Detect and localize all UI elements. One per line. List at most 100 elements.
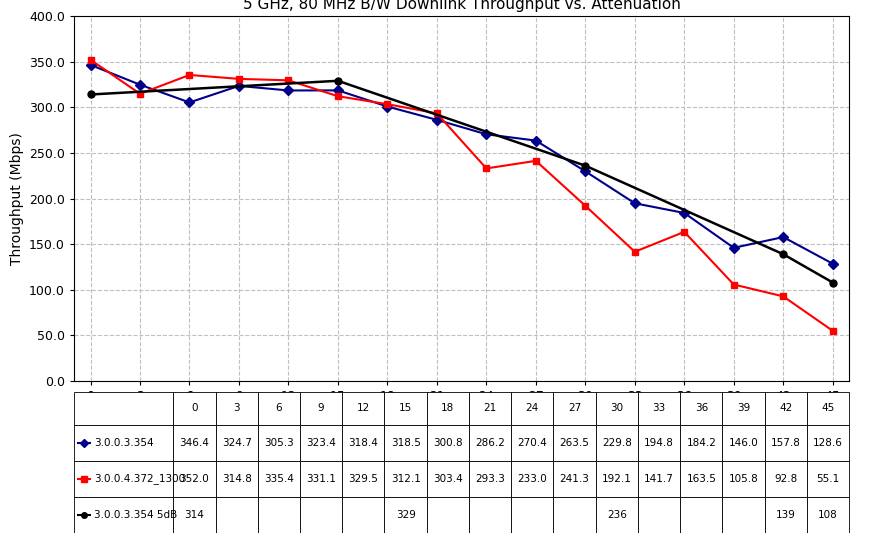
Bar	[74, 461, 173, 497]
Bar	[384, 392, 427, 425]
Y-axis label: Throughput (Mbps): Throughput (Mbps)	[10, 132, 24, 265]
Bar	[680, 497, 722, 533]
3.0.0.4.372_1300	[778, 293, 788, 300]
Bar	[384, 497, 427, 533]
Bar	[215, 392, 258, 425]
Text: 229.8: 229.8	[602, 438, 631, 448]
3.0.0.4.372_1300	[481, 165, 491, 172]
Bar	[596, 497, 638, 533]
Text: 352.0: 352.0	[179, 474, 209, 484]
Bar	[300, 461, 342, 497]
3.0.0.3.354 5dB	[778, 251, 788, 257]
Text: 163.5: 163.5	[686, 474, 716, 484]
Bar	[722, 425, 765, 461]
3.0.0.3.354	[630, 200, 640, 206]
Bar	[722, 392, 765, 425]
3.0.0.3.354	[530, 138, 541, 144]
Bar	[680, 425, 722, 461]
Bar	[553, 461, 596, 497]
Bar	[173, 497, 215, 533]
Bar	[300, 497, 342, 533]
Text: 236: 236	[607, 510, 627, 520]
Bar	[638, 392, 680, 425]
3.0.0.3.354	[333, 87, 343, 94]
3.0.0.3.354	[827, 261, 838, 267]
3.0.0.3.354	[580, 168, 591, 174]
3.0.0.4.372_1300	[728, 281, 739, 288]
Bar	[553, 392, 596, 425]
3.0.0.3.354	[432, 117, 442, 123]
3.0.0.4.372_1300	[827, 328, 838, 334]
Text: 3.0.0.3.354: 3.0.0.3.354	[94, 438, 154, 448]
Text: 312.1: 312.1	[391, 474, 421, 484]
Text: 300.8: 300.8	[433, 438, 463, 448]
3.0.0.3.354 5dB	[85, 91, 96, 98]
Text: 331.1: 331.1	[307, 474, 336, 484]
Text: 33: 33	[652, 403, 665, 414]
Bar	[638, 461, 680, 497]
3.0.0.4.372_1300	[382, 101, 393, 107]
Text: 6: 6	[275, 403, 282, 414]
Text: 157.8: 157.8	[771, 438, 800, 448]
Text: 184.2: 184.2	[686, 438, 716, 448]
Text: 30: 30	[611, 403, 624, 414]
Bar	[342, 497, 384, 533]
Bar	[258, 425, 300, 461]
Bar	[258, 461, 300, 497]
Bar	[74, 425, 173, 461]
Text: 293.3: 293.3	[476, 474, 505, 484]
Bar	[511, 461, 553, 497]
Bar	[215, 497, 258, 533]
3.0.0.3.354	[679, 210, 690, 216]
Bar	[469, 461, 511, 497]
Text: 139: 139	[776, 510, 796, 520]
Text: 18: 18	[442, 403, 455, 414]
Bar	[469, 497, 511, 533]
3.0.0.3.354 5dB	[333, 78, 343, 84]
Text: 27: 27	[568, 403, 581, 414]
Title: 5 GHz, 80 MHz B/W Downlink Throughput vs. Attenuation: 5 GHz, 80 MHz B/W Downlink Throughput vs…	[243, 0, 680, 12]
Bar	[300, 425, 342, 461]
Text: 55.1: 55.1	[816, 474, 840, 484]
Text: 323.4: 323.4	[307, 438, 336, 448]
Bar	[511, 392, 553, 425]
Bar	[511, 425, 553, 461]
Text: 314: 314	[185, 510, 205, 520]
3.0.0.4.372_1300	[333, 93, 343, 100]
Bar	[384, 425, 427, 461]
Text: 346.4: 346.4	[179, 438, 209, 448]
Bar	[765, 425, 807, 461]
Text: 329: 329	[395, 510, 415, 520]
3.0.0.4.372_1300	[283, 77, 294, 84]
Bar	[342, 425, 384, 461]
Bar	[511, 497, 553, 533]
Text: 141.7: 141.7	[645, 474, 674, 484]
Bar	[807, 392, 849, 425]
Bar	[427, 497, 469, 533]
3.0.0.3.354	[135, 82, 145, 88]
Bar	[215, 425, 258, 461]
Text: 3.0.0.3.354 5dB: 3.0.0.3.354 5dB	[94, 510, 178, 520]
Bar	[807, 461, 849, 497]
Text: 45: 45	[821, 403, 834, 414]
Bar	[469, 425, 511, 461]
Text: 305.3: 305.3	[264, 438, 294, 448]
3.0.0.4.372_1300	[135, 91, 145, 97]
Text: 0: 0	[191, 403, 198, 414]
Bar	[173, 461, 215, 497]
Bar	[300, 392, 342, 425]
Bar	[722, 461, 765, 497]
Text: 105.8: 105.8	[729, 474, 759, 484]
Text: 329.5: 329.5	[348, 474, 378, 484]
Text: 128.6: 128.6	[814, 438, 843, 448]
Text: 9: 9	[318, 403, 324, 414]
3.0.0.3.354	[185, 99, 195, 106]
Text: 21: 21	[483, 403, 496, 414]
Bar	[765, 497, 807, 533]
3.0.0.3.354	[233, 83, 244, 89]
Text: 318.4: 318.4	[348, 438, 378, 448]
Line: 3.0.0.3.354: 3.0.0.3.354	[87, 61, 836, 267]
Text: 324.7: 324.7	[222, 438, 252, 448]
Bar	[74, 392, 173, 425]
Bar	[384, 461, 427, 497]
